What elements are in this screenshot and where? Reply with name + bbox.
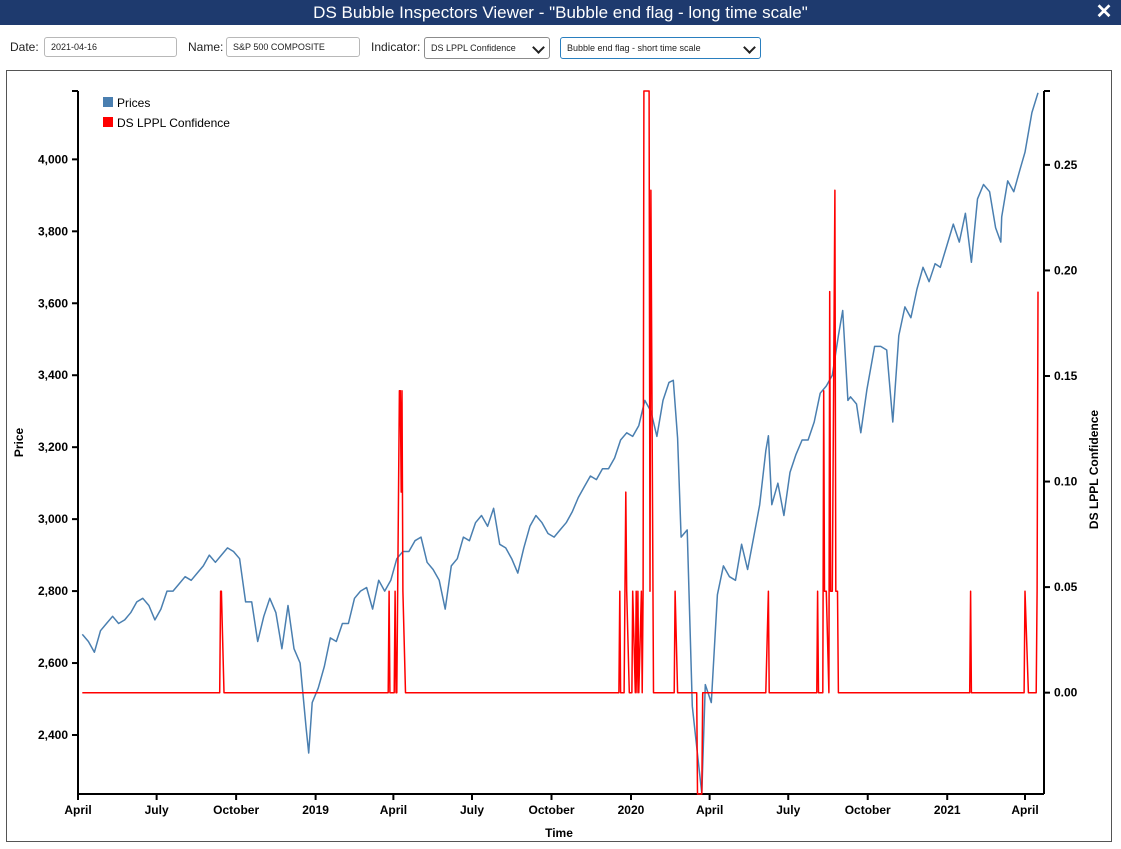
window-title: DS Bubble Inspectors Viewer - "Bubble en… xyxy=(313,2,808,22)
legend-swatch xyxy=(103,97,113,107)
x-tick-label: October xyxy=(213,803,259,817)
y-left-tick-label: 3,400 xyxy=(38,368,68,382)
x-tick-label: April xyxy=(64,803,91,817)
x-tick-label: 2021 xyxy=(934,803,961,817)
y-right-tick-label: 0.00 xyxy=(1054,686,1078,700)
x-tick-label: 2020 xyxy=(618,803,645,817)
y-right-tick-label: 0.25 xyxy=(1054,158,1078,172)
date-value: 2021-04-16 xyxy=(51,42,98,52)
y-left-tick-label: 3,200 xyxy=(38,440,68,454)
y-left-tick-label: 2,400 xyxy=(38,728,68,742)
y-right-tick-label: 0.05 xyxy=(1054,580,1078,594)
x-tick-label: October xyxy=(845,803,891,817)
indicator-select[interactable]: DS LPPL Confidence xyxy=(424,37,550,59)
y-right-tick-label: 0.10 xyxy=(1054,475,1078,489)
x-tick-label: April xyxy=(1011,803,1038,817)
legend-label: DS LPPL Confidence xyxy=(117,116,230,130)
prices-line xyxy=(81,92,1039,795)
y-right-axis-title: DS LPPL Confidence xyxy=(1087,410,1101,529)
y-left-tick-label: 4,000 xyxy=(38,152,68,166)
indicator-label: Indicator: xyxy=(371,40,421,54)
confidence-line xyxy=(82,90,1039,795)
y-left-tick-label: 2,600 xyxy=(38,656,68,670)
chevron-down-icon xyxy=(743,41,756,54)
name-value: S&P 500 COMPOSITE xyxy=(233,42,325,52)
y-left-tick-label: 2,800 xyxy=(38,584,68,598)
name-label: Name: xyxy=(188,40,224,54)
x-tick-label: July xyxy=(145,803,169,817)
flag-select[interactable]: Bubble end flag - short time scale xyxy=(560,37,761,59)
indicator-value: DS LPPL Confidence xyxy=(431,43,516,53)
x-tick-label: April xyxy=(696,803,723,817)
y-right-tick-label: 0.15 xyxy=(1054,369,1078,383)
y-left-tick-label: 3,800 xyxy=(38,224,68,238)
x-tick-label: July xyxy=(776,803,800,817)
x-tick-label: October xyxy=(528,803,574,817)
y-right-tick-label: 0.20 xyxy=(1054,263,1078,277)
chart-frame: April July October 2019 April July October 2020… xyxy=(6,70,1112,842)
chart-svg: April July October 2019 April July October 2020… xyxy=(12,90,1101,840)
toolbar: Date: 2021-04-16 Name: S&P 500 COMPOSITE… xyxy=(0,25,1121,69)
y-left-axis-title: Price xyxy=(12,427,26,457)
flag-value: Bubble end flag - short time scale xyxy=(567,43,701,53)
date-label: Date: xyxy=(10,40,39,54)
chevron-down-icon xyxy=(532,41,545,54)
close-icon[interactable]: ✕ xyxy=(1095,1,1113,23)
x-tick-label: July xyxy=(460,803,484,817)
date-field[interactable]: 2021-04-16 xyxy=(44,37,177,57)
x-axis-title: Time xyxy=(545,826,573,840)
x-tick-label: April xyxy=(380,803,407,817)
name-field[interactable]: S&P 500 COMPOSITE xyxy=(226,37,360,57)
window-titlebar: DS Bubble Inspectors Viewer - "Bubble en… xyxy=(0,0,1121,25)
y-left-tick-label: 3,600 xyxy=(38,296,68,310)
legend-swatch xyxy=(103,117,113,127)
x-tick-label: 2019 xyxy=(302,803,329,817)
legend-label: Prices xyxy=(117,96,150,110)
y-left-tick-label: 3,000 xyxy=(38,512,68,526)
